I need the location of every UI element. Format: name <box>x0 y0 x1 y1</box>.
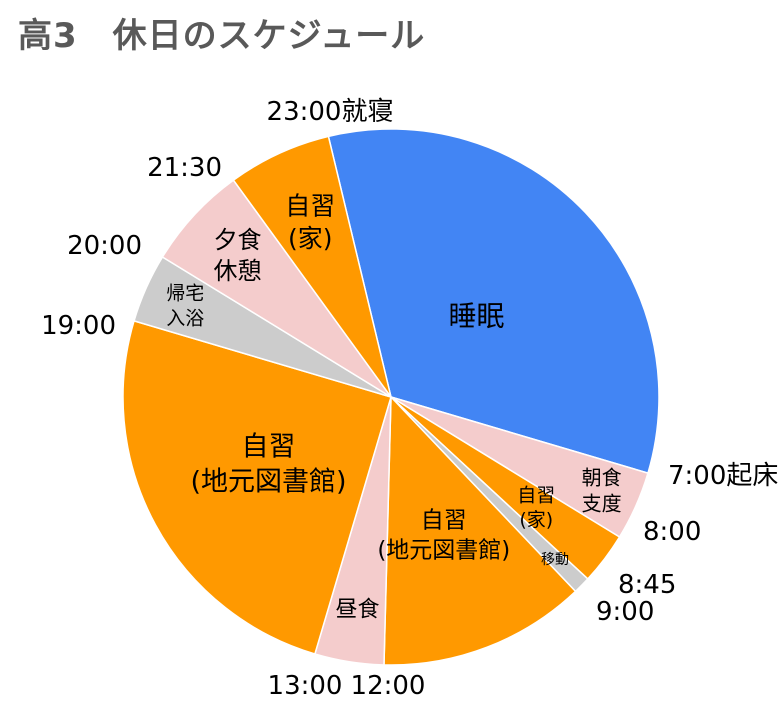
time-label: 9:00 <box>596 597 654 627</box>
slice-label: 昼食 <box>335 598 379 623</box>
slice-label: 睡眠 <box>448 300 504 333</box>
time-label: 20:00 <box>67 231 142 261</box>
pie-slice <box>327 128 660 475</box>
time-label: 7:00起床 <box>668 461 778 491</box>
time-label: 8:00 <box>643 517 701 547</box>
slice-label: 自習(地元図書館) <box>190 431 346 497</box>
slice-label: 自習(家) <box>285 191 335 253</box>
slice-label: 夕食休憩 <box>214 226 262 285</box>
time-label: 8:45 <box>618 570 676 600</box>
slice-label: 帰宅入浴 <box>166 283 204 330</box>
time-label: 21:30 <box>147 153 222 183</box>
slice-label: 移動 <box>541 552 569 568</box>
pie-slice <box>383 395 577 666</box>
slice-label: 自習(家) <box>517 484 555 531</box>
time-label: 13:00 <box>268 671 343 701</box>
time-label: 23:00就寝 <box>267 97 394 127</box>
pie-slice <box>232 135 392 398</box>
pie-slice <box>122 319 392 655</box>
slice-label: 朝食支度 <box>582 466 622 516</box>
chart-title: 高3 休日のスケジュール <box>18 16 426 56</box>
slice-label: 自習(地元図書館) <box>377 508 510 564</box>
time-label: 19:00 <box>41 311 116 341</box>
time-label: 12:00 <box>351 671 426 701</box>
